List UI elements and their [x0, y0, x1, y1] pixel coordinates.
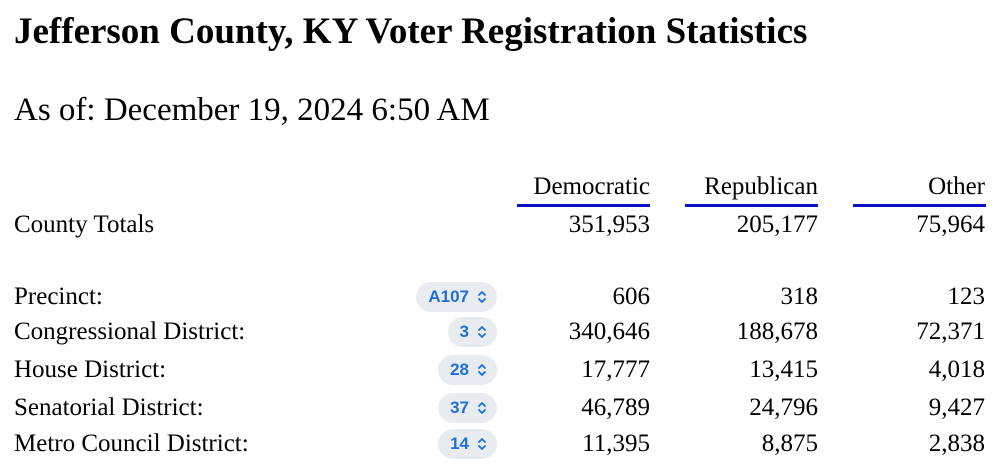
county-totals-row: County Totals 351,953 205,177 75,964: [0, 208, 1000, 242]
chevron-up-down-icon: [478, 326, 486, 338]
precinct-label: Precinct:: [14, 283, 103, 310]
precinct-democratic: 606: [612, 283, 651, 310]
metro-council-district-select-value: 14: [450, 434, 469, 453]
senatorial-district-label: Senatorial District:: [14, 394, 204, 421]
page-title: Jefferson County, KY Voter Registration …: [14, 11, 808, 52]
congressional-district-other: 72,371: [916, 318, 985, 345]
column-underline-democratic: [517, 204, 650, 207]
precinct-republican: 318: [780, 283, 819, 310]
chevron-up-down-icon: [478, 402, 486, 414]
metro-council-district-label: Metro Council District:: [14, 430, 249, 457]
chevron-up-down-icon: [478, 364, 486, 376]
column-underline-republican: [685, 204, 818, 207]
congressional-district-democratic: 340,646: [568, 318, 650, 345]
senatorial-district-row: Senatorial District: 37 46,789 24,796 9,…: [0, 391, 1000, 425]
house-district-select-value: 28: [450, 360, 469, 379]
county-totals-label: County Totals: [14, 211, 155, 238]
house-district-other: 4,018: [928, 356, 985, 383]
column-header-republican: Republican: [704, 173, 818, 200]
congressional-district-republican: 188,678: [736, 318, 818, 345]
column-underline-other: [853, 204, 986, 207]
as-of-timestamp: As of: December 19, 2024 6:50 AM: [14, 92, 490, 128]
senatorial-district-other: 9,427: [928, 394, 985, 421]
congressional-district-label: Congressional District:: [14, 318, 246, 345]
county-totals-republican: 205,177: [736, 211, 818, 238]
chevron-up-down-icon: [478, 438, 486, 450]
senatorial-district-democratic: 46,789: [581, 394, 650, 421]
metro-council-district-republican: 8,875: [761, 430, 818, 457]
precinct-other: 123: [947, 283, 986, 310]
county-totals-other: 75,964: [916, 211, 985, 238]
metro-council-district-select[interactable]: 14: [438, 429, 497, 459]
precinct-row: Precinct: A107 606 318 123: [0, 280, 1000, 314]
precinct-select[interactable]: A107: [416, 282, 497, 312]
house-district-republican: 13,415: [749, 356, 818, 383]
senatorial-district-select-value: 37: [450, 398, 469, 417]
house-district-row: House District: 28 17,777 13,415 4,018: [0, 353, 1000, 387]
metro-council-district-other: 2,838: [928, 430, 985, 457]
congressional-district-select-value: 3: [459, 322, 469, 341]
column-header-democratic: Democratic: [533, 173, 650, 200]
county-totals-democratic: 351,953: [568, 211, 650, 238]
senatorial-district-republican: 24,796: [749, 394, 818, 421]
chevron-up-down-icon: [478, 291, 486, 303]
congressional-district-select[interactable]: 3: [447, 317, 497, 347]
house-district-democratic: 17,777: [581, 356, 650, 383]
senatorial-district-select[interactable]: 37: [438, 393, 497, 423]
congressional-district-row: Congressional District: 3 340,646 188,67…: [0, 315, 1000, 349]
metro-council-district-row: Metro Council District: 14 11,395 8,875 …: [0, 427, 1000, 461]
column-header-other: Other: [928, 173, 985, 200]
house-district-label: House District:: [14, 356, 167, 383]
metro-council-district-democratic: 11,395: [582, 430, 650, 457]
house-district-select[interactable]: 28: [438, 355, 497, 385]
precinct-select-value: A107: [428, 287, 469, 306]
